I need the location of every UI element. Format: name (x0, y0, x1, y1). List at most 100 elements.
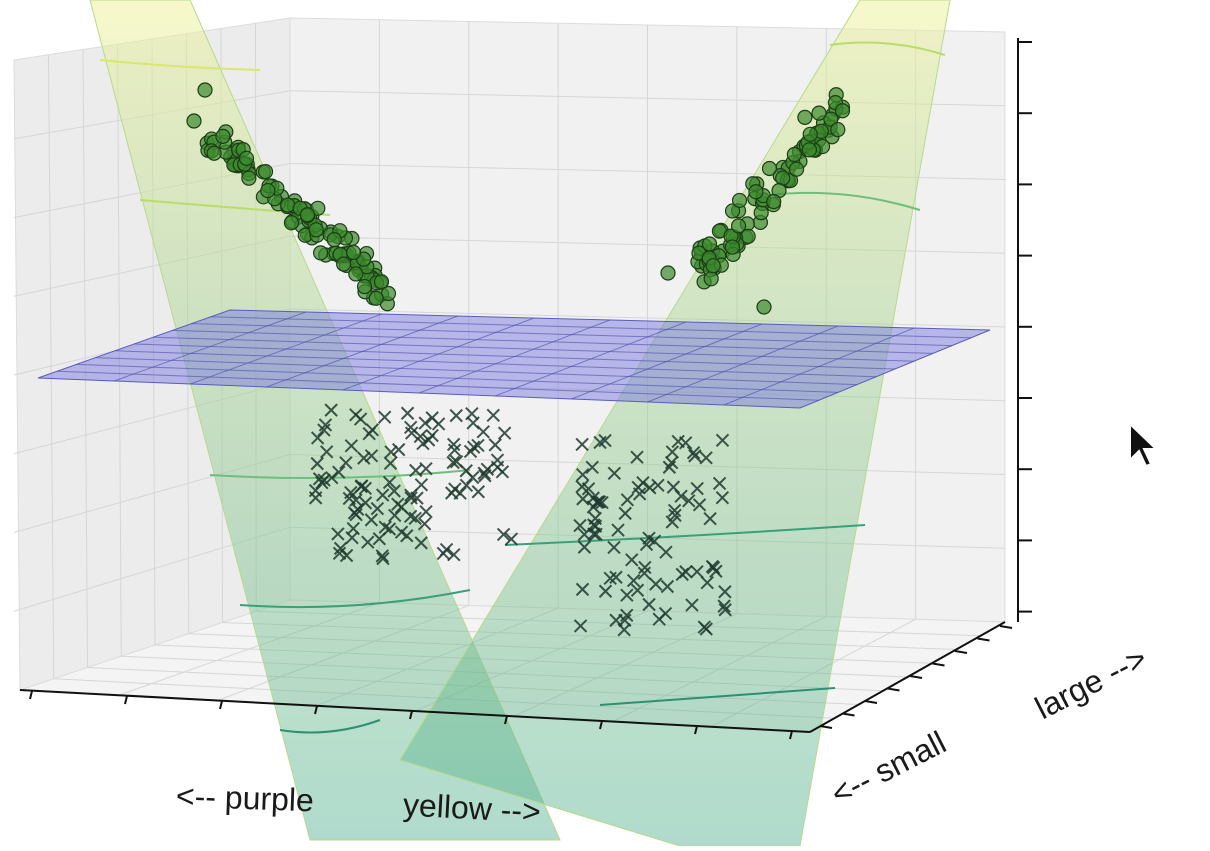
y-tick (909, 675, 923, 679)
x-marker (358, 496, 373, 510)
circle-marker (206, 145, 222, 161)
contour-line (209, 469, 471, 480)
x-marker (631, 480, 645, 495)
y-tick (932, 662, 945, 667)
x-tick (29, 690, 33, 700)
circle-marker (336, 256, 352, 272)
x-marker (383, 456, 398, 471)
x-marker (712, 476, 727, 491)
x-marker (358, 481, 373, 495)
surface-left-wing (89, 0, 561, 841)
x-marker (667, 503, 682, 518)
x-marker (388, 508, 402, 523)
x-marker (332, 546, 347, 561)
x-marker (490, 453, 505, 467)
circle-marker (308, 222, 324, 238)
x-marker (686, 445, 701, 460)
circle-marker (283, 215, 300, 231)
x-marker (682, 494, 696, 508)
x-marker (315, 476, 329, 490)
x-marker (665, 445, 680, 459)
x-tick (409, 710, 413, 720)
circle-marker (748, 184, 764, 200)
x-marker (705, 559, 720, 574)
x-marker (573, 619, 588, 633)
plane-grid-line (723, 327, 915, 406)
x-marker (649, 577, 663, 591)
x-marker (581, 482, 596, 496)
circle-marker (197, 82, 213, 98)
x-marker (620, 493, 635, 507)
x-marker (414, 536, 428, 550)
x-marker (382, 475, 397, 490)
x-marker (391, 497, 405, 511)
x-marker (620, 608, 634, 622)
circle-marker (238, 150, 255, 166)
z-axis (1017, 38, 1032, 622)
x-marker (630, 450, 644, 464)
x-marker (361, 535, 375, 549)
circle-marker (766, 194, 782, 210)
x-marker (439, 542, 454, 557)
x-marker (690, 481, 704, 496)
x-marker-series (308, 403, 732, 637)
x-marker (350, 502, 365, 517)
y-tick (819, 725, 833, 729)
x-marker (324, 403, 338, 417)
x-marker (659, 545, 673, 559)
y-axis (809, 621, 1013, 733)
plane-grid-line (418, 319, 611, 394)
x-marker (344, 485, 358, 500)
x-marker (466, 440, 481, 454)
x-marker (310, 431, 325, 445)
circle-marker (786, 146, 802, 163)
x-marker (718, 603, 732, 617)
x-marker (577, 540, 592, 554)
x-marker (638, 560, 652, 575)
circle-marker (775, 170, 791, 186)
x-marker (331, 527, 345, 541)
x-marker (417, 517, 432, 531)
x-marker (688, 449, 702, 463)
mouse-cursor-icon (1129, 422, 1159, 468)
x-marker (699, 451, 713, 465)
circle-marker (801, 142, 817, 158)
x-axis-label-left: <-- purple (175, 777, 315, 819)
x-axis-label-right: yellow --> (402, 786, 542, 830)
x-marker (592, 495, 607, 509)
x-marker (585, 460, 599, 475)
circle-marker (802, 126, 818, 142)
x-marker (575, 582, 590, 597)
x-marker (310, 456, 324, 471)
circle-marker (280, 197, 296, 213)
x-marker (665, 515, 679, 529)
circle-marker (724, 239, 741, 255)
x-marker (718, 585, 732, 599)
contour-line (239, 589, 471, 609)
x-marker (308, 483, 323, 498)
x-marker (607, 466, 622, 481)
x-marker (595, 495, 609, 510)
circle-marker (830, 122, 846, 138)
x-marker (384, 445, 398, 459)
x-marker (391, 442, 406, 457)
y-tick (999, 625, 1013, 629)
x-marker (377, 410, 392, 424)
x-marker (639, 537, 654, 552)
x-marker (446, 455, 460, 470)
plane-grid-line (647, 325, 839, 403)
contour-line (769, 191, 921, 211)
circle-marker (368, 290, 384, 306)
x-marker (408, 511, 422, 525)
x-marker (448, 482, 462, 496)
contour-line (829, 41, 946, 56)
circle-marker (797, 109, 813, 126)
circle-marker (660, 265, 676, 281)
circle-marker (215, 128, 231, 144)
x-marker (465, 470, 480, 485)
x-marker (364, 513, 379, 527)
x-marker (365, 423, 380, 437)
x-marker (376, 551, 390, 566)
x-marker (431, 417, 446, 431)
plane-grid-line (210, 316, 972, 339)
